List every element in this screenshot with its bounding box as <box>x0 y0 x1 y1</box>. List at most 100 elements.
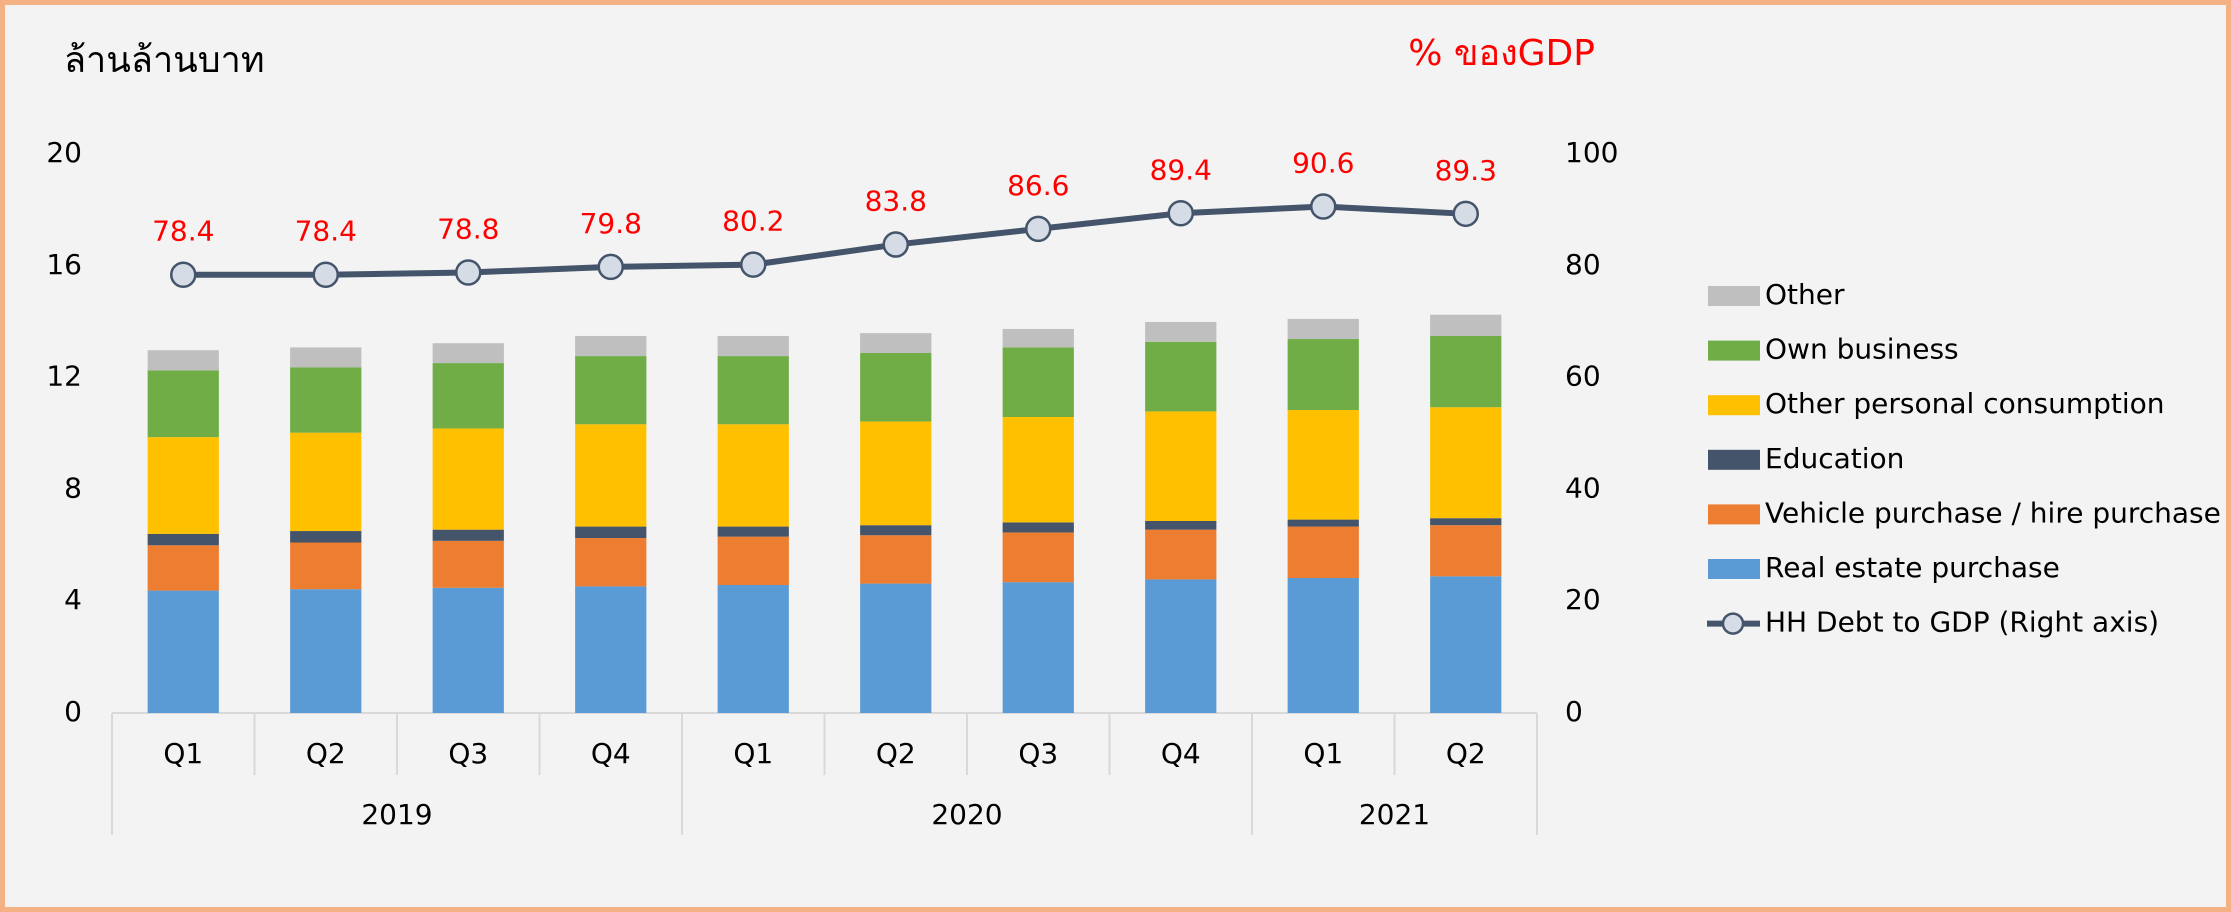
background <box>5 5 2226 907</box>
bar-segment <box>1430 576 1502 713</box>
data-label: 80.2 <box>722 205 784 238</box>
bar-segment <box>1287 339 1359 411</box>
y2-axis-title: % ของGDP <box>1408 33 1595 74</box>
y-axis-title: ล้านล้านบาท <box>64 40 265 81</box>
y2-tick-label: 40 <box>1565 471 1601 504</box>
x-tick-label: Q1 <box>1303 737 1343 770</box>
legend-label: Own business <box>1765 333 1959 366</box>
bar-segment <box>717 526 789 537</box>
data-label: 89.3 <box>1435 154 1497 187</box>
bar-segment <box>1430 525 1502 577</box>
legend-label: Education <box>1765 442 1904 475</box>
bar-segment <box>290 347 362 368</box>
bar-segment <box>860 353 932 422</box>
legend-swatch <box>1708 559 1760 579</box>
bar-segment <box>290 589 362 713</box>
bar-segment <box>860 421 932 526</box>
line-marker <box>312 261 339 288</box>
bar-segment <box>717 536 789 585</box>
legend-label: Other <box>1765 278 1845 311</box>
bar-segment <box>1287 526 1359 579</box>
y-tick-label: 20 <box>46 136 82 169</box>
bar-segment <box>1145 520 1217 530</box>
bar-segment <box>290 367 362 433</box>
bar-segment <box>860 525 932 536</box>
bar-segment <box>575 424 647 527</box>
bar-segment <box>432 529 504 541</box>
line-marker <box>1310 193 1337 220</box>
data-label: 89.4 <box>1150 153 1212 186</box>
data-label: 78.4 <box>152 215 214 248</box>
x-group-label: 2020 <box>931 798 1002 831</box>
line-marker <box>1167 200 1194 227</box>
bar-segment <box>717 584 789 713</box>
bar-segment <box>575 335 647 357</box>
bar-segment <box>717 356 789 425</box>
data-label: 78.8 <box>437 213 499 246</box>
line-marker <box>740 251 767 278</box>
data-label: 78.4 <box>295 215 357 248</box>
line-marker <box>597 253 624 281</box>
bar-segment <box>1145 411 1217 521</box>
bar-segment <box>432 363 504 429</box>
bar-segment <box>1002 522 1074 533</box>
data-label: 90.6 <box>1292 147 1354 180</box>
bar-segment <box>290 531 362 543</box>
legend-label: HH Debt to GDP (Right axis) <box>1765 606 2159 639</box>
legend-swatch <box>1708 504 1760 525</box>
bar-segment <box>575 586 647 713</box>
data-label: 86.6 <box>1007 169 1069 202</box>
bar-segment <box>860 333 932 354</box>
data-label: 79.8 <box>580 207 642 240</box>
x-group-label: 2019 <box>361 798 432 831</box>
legend-label: Other personal consumption <box>1765 387 2165 420</box>
line-marker <box>170 261 197 288</box>
bar-segment <box>860 583 932 713</box>
bar-segment <box>717 424 789 527</box>
bar-segment <box>1430 518 1502 526</box>
line-marker <box>455 259 482 286</box>
bar-segment <box>432 587 504 713</box>
y-tick-label: 12 <box>46 360 82 393</box>
y2-tick-label: 0 <box>1565 695 1583 728</box>
bar-segment <box>1287 519 1359 527</box>
line-marker <box>1452 200 1479 228</box>
bar-segment <box>575 356 647 425</box>
y2-tick-label: 60 <box>1565 360 1601 393</box>
bar-segment <box>1430 335 1502 408</box>
bar-segment <box>147 350 219 371</box>
legend-swatch <box>1708 395 1760 416</box>
x-tick-label: Q2 <box>876 737 916 770</box>
legend-swatch <box>1708 286 1760 306</box>
bar-segment <box>575 538 647 587</box>
bar-segment <box>1002 347 1074 418</box>
bar-segment <box>147 370 219 438</box>
bar-segment <box>147 545 219 591</box>
bar-segment <box>1430 314 1502 336</box>
line <box>183 203 1466 278</box>
bar-segment <box>1430 407 1502 519</box>
bar-segment <box>1287 318 1359 340</box>
bar-segment <box>575 526 647 539</box>
line-marker <box>1025 215 1052 243</box>
bar-segment <box>147 590 219 713</box>
line-marker <box>882 231 909 258</box>
y-tick-label: 4 <box>64 583 82 616</box>
y-tick-label: 0 <box>64 695 82 728</box>
legend-label: Real estate purchase <box>1765 551 2060 584</box>
bar-segment <box>1145 341 1217 412</box>
bar-segment <box>1145 579 1217 713</box>
x-tick-label: Q3 <box>448 737 488 770</box>
y2-tick-label: 80 <box>1565 248 1601 281</box>
bar-segment <box>147 437 219 534</box>
bar-segment <box>1002 328 1074 348</box>
x-tick-label: Q2 <box>306 737 346 770</box>
y-tick-label: 16 <box>46 248 82 281</box>
y2-tick-label: 100 <box>1565 136 1618 169</box>
x-tick-label: Q4 <box>1161 737 1201 770</box>
bar-segment <box>432 343 504 364</box>
bar-segment <box>1002 582 1074 713</box>
bar-segment <box>1145 321 1217 342</box>
legend-label: Vehicle purchase / hire purchase <box>1765 496 2221 529</box>
